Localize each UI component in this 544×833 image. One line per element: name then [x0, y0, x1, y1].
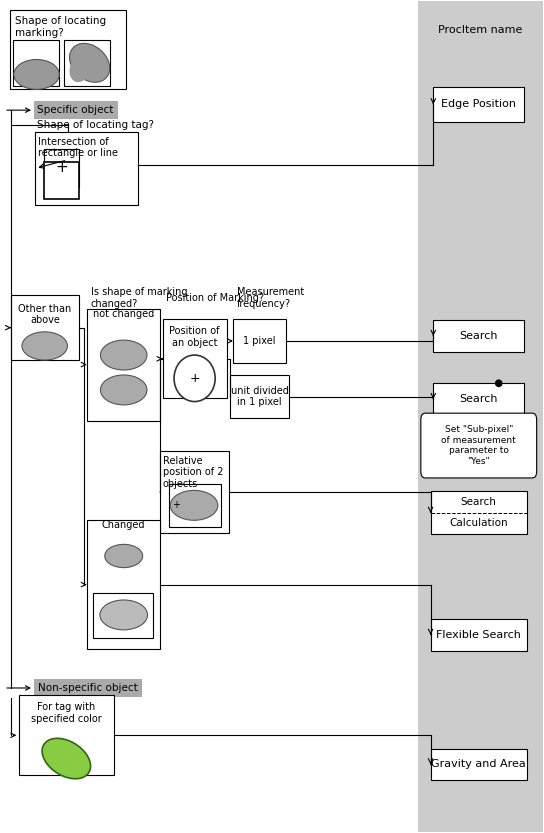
- Text: Is shape of marking
changed?: Is shape of marking changed?: [91, 287, 187, 308]
- FancyBboxPatch shape: [87, 521, 160, 649]
- Ellipse shape: [170, 491, 218, 521]
- Text: not changed: not changed: [93, 308, 154, 318]
- FancyBboxPatch shape: [34, 679, 142, 697]
- Text: Other than
above: Other than above: [18, 303, 72, 325]
- Ellipse shape: [70, 53, 92, 82]
- Text: ProcItem name: ProcItem name: [438, 25, 523, 35]
- Text: Relative
position of 2
objects: Relative position of 2 objects: [163, 456, 223, 489]
- Text: Changed: Changed: [102, 521, 145, 531]
- FancyBboxPatch shape: [169, 484, 220, 527]
- Text: Set "Sub-pixel"
of measurement
parameter to
"Yes": Set "Sub-pixel" of measurement parameter…: [441, 426, 516, 466]
- Text: +: +: [189, 372, 200, 385]
- Text: Position of
an object: Position of an object: [169, 326, 220, 347]
- Ellipse shape: [496, 380, 502, 387]
- FancyBboxPatch shape: [87, 308, 160, 421]
- Text: Measurement
frequency?: Measurement frequency?: [237, 287, 304, 308]
- FancyBboxPatch shape: [35, 132, 138, 205]
- FancyBboxPatch shape: [44, 149, 79, 187]
- Ellipse shape: [174, 355, 215, 402]
- FancyBboxPatch shape: [64, 41, 110, 86]
- Text: 1 pixel: 1 pixel: [243, 336, 276, 346]
- FancyBboxPatch shape: [13, 41, 59, 86]
- Text: Intersection of
rectangle or line: Intersection of rectangle or line: [38, 137, 118, 158]
- FancyBboxPatch shape: [431, 749, 527, 781]
- Text: +: +: [55, 160, 68, 176]
- Text: Search: Search: [460, 331, 498, 341]
- Text: For tag with
specified color: For tag with specified color: [31, 702, 102, 724]
- Ellipse shape: [22, 332, 67, 360]
- Text: unit divided
in 1 pixel: unit divided in 1 pixel: [231, 386, 288, 407]
- Text: Shape of locating
marking?: Shape of locating marking?: [15, 17, 106, 38]
- Ellipse shape: [105, 544, 143, 567]
- Text: Specific object: Specific object: [38, 105, 114, 115]
- Text: Shape of locating tag?: Shape of locating tag?: [36, 120, 153, 130]
- FancyBboxPatch shape: [230, 375, 289, 418]
- FancyBboxPatch shape: [433, 320, 524, 352]
- FancyBboxPatch shape: [34, 101, 118, 119]
- FancyBboxPatch shape: [433, 87, 524, 122]
- FancyBboxPatch shape: [421, 413, 537, 478]
- FancyBboxPatch shape: [418, 2, 542, 831]
- Ellipse shape: [101, 340, 147, 370]
- Ellipse shape: [70, 43, 110, 82]
- Text: Calculation: Calculation: [449, 518, 508, 528]
- Text: +: +: [172, 501, 180, 511]
- Ellipse shape: [42, 738, 91, 779]
- FancyBboxPatch shape: [94, 592, 153, 638]
- Text: Non-specific object: Non-specific object: [38, 683, 138, 693]
- Text: Position of Marking?: Position of Marking?: [166, 292, 264, 302]
- FancyBboxPatch shape: [11, 295, 79, 360]
- Ellipse shape: [100, 600, 147, 630]
- FancyBboxPatch shape: [19, 696, 114, 776]
- FancyBboxPatch shape: [160, 451, 229, 533]
- Text: Gravity and Area: Gravity and Area: [431, 760, 526, 770]
- Text: Edge Position: Edge Position: [441, 99, 516, 109]
- Text: Flexible Search: Flexible Search: [436, 630, 521, 640]
- FancyBboxPatch shape: [233, 319, 286, 362]
- Text: Search: Search: [460, 394, 498, 404]
- Ellipse shape: [14, 59, 59, 89]
- Text: Search: Search: [461, 496, 497, 506]
- Ellipse shape: [101, 375, 147, 405]
- FancyBboxPatch shape: [163, 319, 226, 398]
- FancyBboxPatch shape: [44, 162, 79, 199]
- FancyBboxPatch shape: [431, 619, 527, 651]
- FancyBboxPatch shape: [431, 491, 527, 535]
- FancyBboxPatch shape: [433, 383, 524, 415]
- FancyBboxPatch shape: [9, 10, 126, 88]
